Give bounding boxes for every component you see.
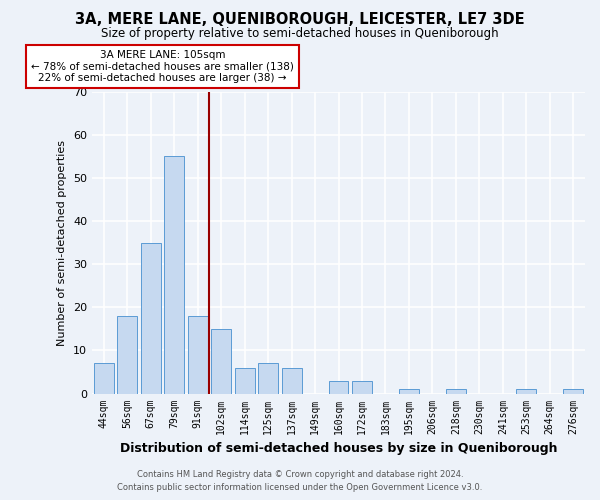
Bar — [399, 389, 419, 394]
Bar — [211, 329, 231, 394]
Bar — [141, 242, 161, 394]
Bar — [352, 380, 372, 394]
Bar — [329, 380, 349, 394]
Text: 3A MERE LANE: 105sqm
← 78% of semi-detached houses are smaller (138)
22% of semi: 3A MERE LANE: 105sqm ← 78% of semi-detac… — [31, 50, 294, 83]
X-axis label: Distribution of semi-detached houses by size in Queniborough: Distribution of semi-detached houses by … — [120, 442, 557, 455]
Bar — [517, 389, 536, 394]
Bar — [258, 364, 278, 394]
Bar — [117, 316, 137, 394]
Bar — [188, 316, 208, 394]
Text: Size of property relative to semi-detached houses in Queniborough: Size of property relative to semi-detach… — [101, 28, 499, 40]
Bar — [94, 364, 114, 394]
Bar — [281, 368, 302, 394]
Bar — [563, 389, 583, 394]
Text: 3A, MERE LANE, QUENIBOROUGH, LEICESTER, LE7 3DE: 3A, MERE LANE, QUENIBOROUGH, LEICESTER, … — [75, 12, 525, 28]
Bar — [235, 368, 254, 394]
Text: Contains HM Land Registry data © Crown copyright and database right 2024.
Contai: Contains HM Land Registry data © Crown c… — [118, 470, 482, 492]
Y-axis label: Number of semi-detached properties: Number of semi-detached properties — [58, 140, 67, 346]
Bar — [446, 389, 466, 394]
Bar — [164, 156, 184, 394]
